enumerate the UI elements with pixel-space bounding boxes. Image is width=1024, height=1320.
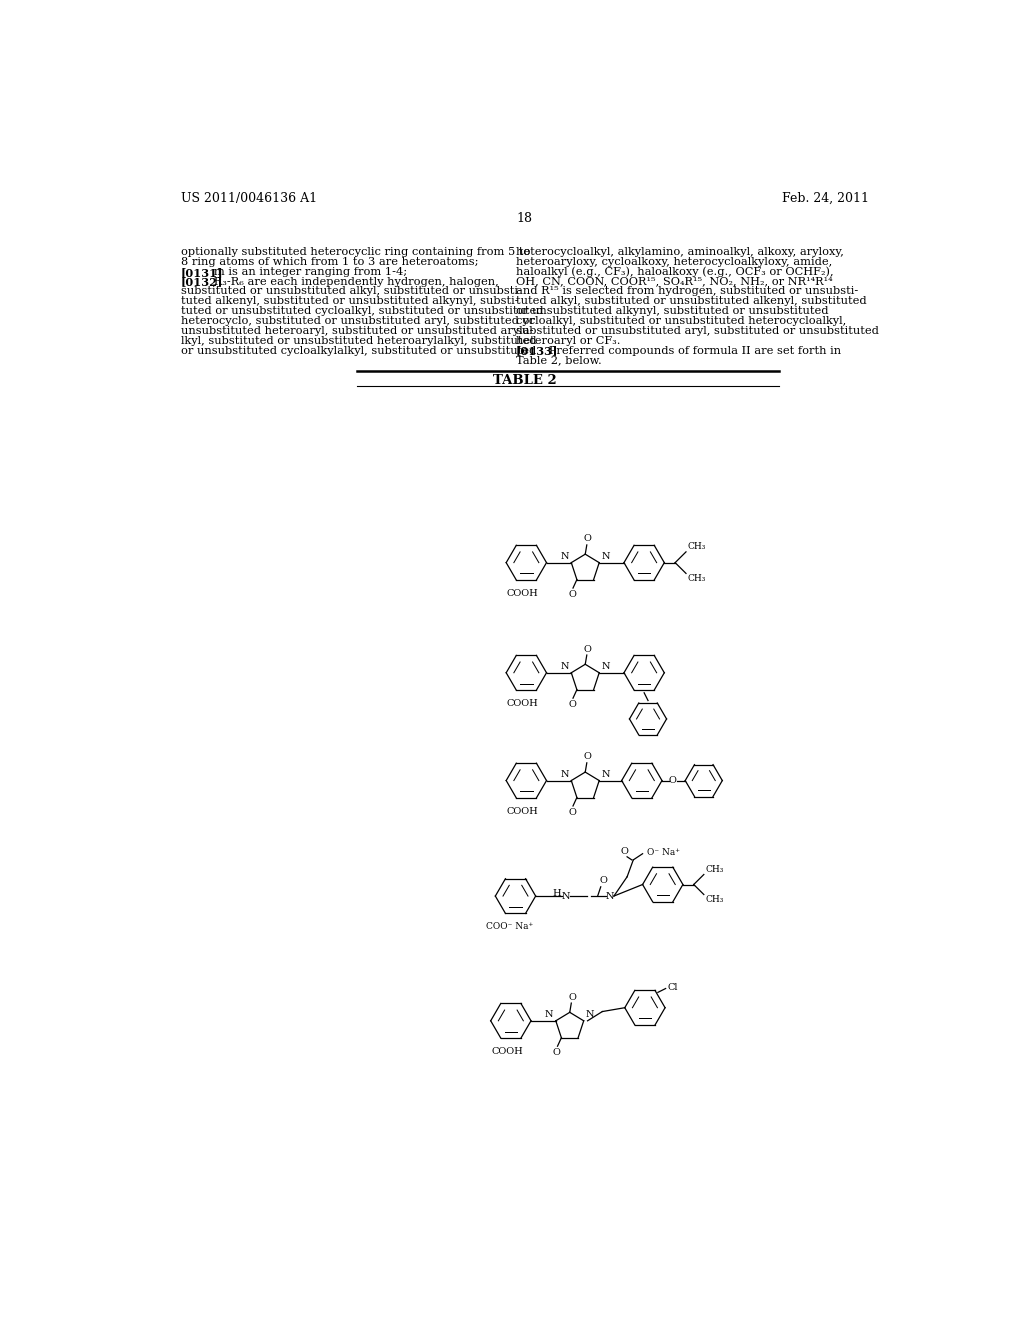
Text: CH₃: CH₃ — [706, 865, 724, 874]
Text: N: N — [560, 552, 569, 561]
Text: COOH: COOH — [507, 700, 539, 708]
Text: tuted alkenyl, substituted or unsubstituted alkynyl, substi-: tuted alkenyl, substituted or unsubstitu… — [180, 296, 518, 306]
Text: O: O — [584, 644, 592, 653]
Text: heterocycloalkyl, alkylamino, aminoalkyl, alkoxy, aryloxy,: heterocycloalkyl, alkylamino, aminoalkyl… — [515, 247, 844, 257]
Text: [0132]: [0132] — [180, 276, 223, 288]
Text: O: O — [568, 808, 577, 817]
Text: O: O — [599, 876, 607, 886]
Text: Preferred compounds of formula II are set forth in: Preferred compounds of formula II are se… — [538, 346, 841, 355]
Text: [0131]: [0131] — [180, 267, 223, 277]
Text: COOH: COOH — [507, 589, 539, 598]
Text: O: O — [553, 1048, 561, 1057]
Text: Feb. 24, 2011: Feb. 24, 2011 — [782, 191, 869, 205]
Text: unsubstituted heteroaryl, substituted or unsubstituted aryla-: unsubstituted heteroaryl, substituted or… — [180, 326, 534, 335]
Text: optionally substituted heterocyclic ring containing from 5 to: optionally substituted heterocyclic ring… — [180, 247, 530, 257]
Text: O: O — [568, 700, 577, 709]
Text: N: N — [561, 891, 570, 900]
Text: OH, CN, COON, COOR¹⁵, SO₄R¹⁵, NO₂, NH₂, or NR¹⁴R¹⁴: OH, CN, COON, COOR¹⁵, SO₄R¹⁵, NO₂, NH₂, … — [515, 276, 833, 286]
Text: 18: 18 — [517, 213, 532, 224]
Text: N: N — [606, 891, 614, 900]
Text: N: N — [560, 770, 569, 779]
Text: R₃-R₆ are each independently hydrogen, halogen,: R₃-R₆ are each independently hydrogen, h… — [203, 276, 499, 286]
Text: O: O — [669, 776, 677, 785]
Text: tuted or unsubstituted cycloalkyl, substituted or unsubstituted: tuted or unsubstituted cycloalkyl, subst… — [180, 306, 543, 315]
Text: cycloalkyl, substituted or unsubstituted heterocycloalkyl,: cycloalkyl, substituted or unsubstituted… — [515, 315, 846, 326]
Text: COOH: COOH — [507, 807, 539, 816]
Text: O: O — [568, 993, 577, 1002]
Text: m is an integer ranging from 1-4;: m is an integer ranging from 1-4; — [203, 267, 408, 277]
Text: COO⁻ Na⁺: COO⁻ Na⁺ — [485, 923, 532, 931]
Text: substituted or unsubstituted aryl, substituted or unsubstituted: substituted or unsubstituted aryl, subst… — [515, 326, 879, 335]
Text: H: H — [552, 890, 561, 898]
Text: TABLE 2: TABLE 2 — [493, 374, 557, 387]
Text: O: O — [584, 535, 592, 544]
Text: CH₃: CH₃ — [706, 895, 724, 904]
Text: substituted or unsubstituted alkyl, substituted or unsubsti-: substituted or unsubstituted alkyl, subs… — [180, 286, 521, 297]
Text: O: O — [584, 752, 592, 762]
Text: N: N — [586, 1010, 595, 1019]
Text: N: N — [545, 1010, 554, 1019]
Text: N: N — [601, 663, 610, 671]
Text: lkyl, substituted or unsubstituted heteroarylalkyl, substituted: lkyl, substituted or unsubstituted heter… — [180, 335, 537, 346]
Text: COOH: COOH — [492, 1047, 523, 1056]
Text: tuted alkyl, substituted or unsubstituted alkenyl, substituted: tuted alkyl, substituted or unsubstitute… — [515, 296, 866, 306]
Text: O⁻ Na⁺: O⁻ Na⁺ — [647, 847, 680, 857]
Text: Cl: Cl — [668, 983, 678, 993]
Text: and R¹⁵ is selected from hydrogen, substituted or unsubsti-: and R¹⁵ is selected from hydrogen, subst… — [515, 286, 858, 297]
Text: N: N — [601, 770, 610, 779]
Text: N: N — [560, 663, 569, 671]
Text: N: N — [601, 552, 610, 561]
Text: or unsubstituted alkynyl, substituted or unsubstituted: or unsubstituted alkynyl, substituted or… — [515, 306, 828, 315]
Text: O: O — [568, 590, 577, 598]
Text: CH₃: CH₃ — [687, 543, 706, 552]
Text: Table 2, below.: Table 2, below. — [515, 355, 601, 366]
Text: [0133]: [0133] — [515, 346, 558, 356]
Text: CH₃: CH₃ — [687, 574, 706, 583]
Text: 8 ring atoms of which from 1 to 3 are heteroatoms;: 8 ring atoms of which from 1 to 3 are he… — [180, 257, 478, 267]
Text: O: O — [621, 847, 628, 857]
Text: heteroaryl or CF₃.: heteroaryl or CF₃. — [515, 335, 620, 346]
Text: or unsubstituted cycloalkylalkyl, substituted or unsubstituted: or unsubstituted cycloalkylalkyl, substi… — [180, 346, 536, 355]
Text: haloalkyl (e.g., CF₃), haloalkoxy (e.g., OCF₃ or OCHF₂),: haloalkyl (e.g., CF₃), haloalkoxy (e.g.,… — [515, 267, 834, 277]
Text: heterocyclo, substituted or unsubstituted aryl, substituted or: heterocyclo, substituted or unsubstitute… — [180, 315, 535, 326]
Text: heteroaryloxy, cycloalkoxy, heterocycloalkyloxy, amide,: heteroaryloxy, cycloalkoxy, heterocycloa… — [515, 257, 831, 267]
Text: US 2011/0046136 A1: US 2011/0046136 A1 — [180, 191, 316, 205]
